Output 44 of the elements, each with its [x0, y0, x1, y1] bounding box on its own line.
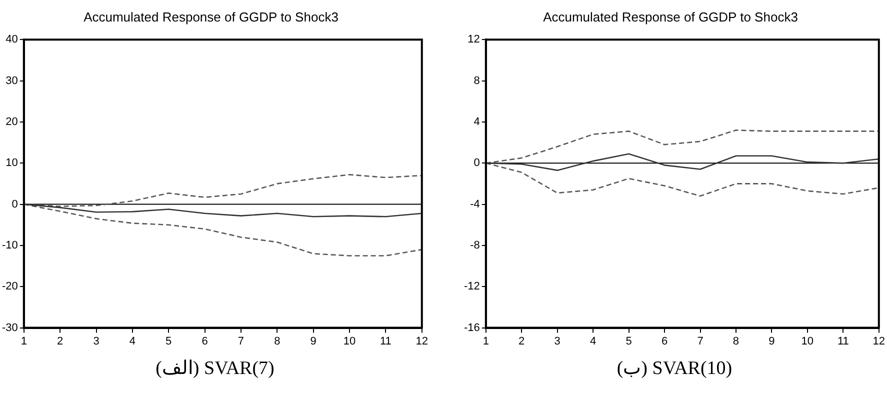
- y-tick-label: -10: [2, 239, 18, 252]
- y-tick-label: -16: [464, 322, 480, 334]
- x-tick-label: 11: [837, 335, 849, 348]
- chart-title: Accumulated Response of GGDP to Shock3: [84, 9, 338, 24]
- y-tick-label: 8: [474, 74, 480, 87]
- x-tick-label: 12: [416, 335, 428, 348]
- x-tick-label: 4: [590, 335, 596, 348]
- text: (ب) SVAR(10): [616, 357, 734, 380]
- y-tick-label: 0: [12, 198, 18, 210]
- y-tick-label: 10: [6, 157, 18, 170]
- x-tick-label: 1: [482, 335, 489, 348]
- x-tick-label: 3: [554, 335, 560, 348]
- x-tick-label: 9: [310, 335, 316, 348]
- x-tick-label: 2: [57, 335, 64, 348]
- x-tick-label: 4: [129, 335, 136, 348]
- y-tick-label: 40: [6, 34, 18, 46]
- x-tick-label: 3: [93, 335, 100, 348]
- y-tick-label: -20: [2, 280, 18, 293]
- x-tick-label: 10: [343, 335, 356, 348]
- y-tick-label: 20: [6, 116, 18, 128]
- x-tick-label: 8: [732, 335, 740, 348]
- x-tick-label: 2: [518, 335, 525, 348]
- y-tick-label: -30: [2, 322, 18, 334]
- y-tick-label: -8: [470, 239, 480, 252]
- y-tick-label: -4: [470, 198, 480, 210]
- x-tick-label: 7: [238, 335, 244, 348]
- x-tick-label: 5: [626, 335, 632, 348]
- text: (الف) SVAR(7): [154, 357, 276, 380]
- y-tick-label: 4: [474, 116, 480, 128]
- x-tick-label: 12: [872, 335, 886, 348]
- x-tick-label: 1: [20, 335, 27, 348]
- y-tick-label: -12: [464, 280, 480, 293]
- x-tick-label: 10: [801, 335, 814, 348]
- x-tick-label: 5: [166, 335, 172, 348]
- x-tick-label: 7: [697, 335, 704, 348]
- y-tick-label: 0: [474, 157, 480, 170]
- x-tick-label: 6: [202, 335, 208, 348]
- chart-title: Accumulated Response of GGDP to Shock3: [543, 9, 798, 24]
- y-tick-label: 30: [6, 74, 18, 87]
- x-tick-label: 11: [380, 335, 392, 348]
- y-tick-label: 12: [468, 34, 480, 46]
- x-tick-label: 6: [661, 335, 668, 348]
- x-tick-label: 8: [274, 335, 280, 348]
- x-tick-label: 9: [768, 335, 775, 348]
